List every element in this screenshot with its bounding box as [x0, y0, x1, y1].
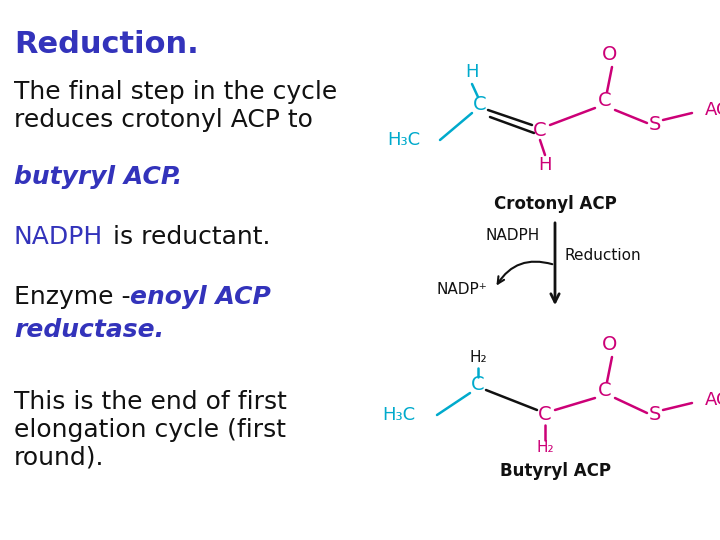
- Text: Crotonyl ACP: Crotonyl ACP: [494, 195, 616, 213]
- Text: H₂: H₂: [536, 441, 554, 456]
- Text: C: C: [598, 91, 612, 110]
- Text: C: C: [538, 406, 552, 424]
- Text: enoyl ACP: enoyl ACP: [130, 285, 271, 309]
- Text: H: H: [539, 156, 552, 174]
- Text: This is the end of first
elongation cycle (first
round).: This is the end of first elongation cycl…: [14, 390, 287, 470]
- FancyArrowPatch shape: [498, 261, 552, 284]
- Text: H₃C: H₃C: [387, 131, 420, 149]
- Text: ACP: ACP: [705, 391, 720, 409]
- Text: butyryl ACP.: butyryl ACP.: [14, 165, 182, 189]
- Text: Reduction.: Reduction.: [14, 30, 199, 59]
- Text: S: S: [649, 406, 661, 424]
- Text: C: C: [473, 96, 487, 114]
- Text: Butyryl ACP: Butyryl ACP: [500, 462, 611, 480]
- Text: C: C: [471, 375, 485, 395]
- Text: ACP: ACP: [705, 101, 720, 119]
- Text: The final step in the cycle
reduces crotonyl ACP to: The final step in the cycle reduces crot…: [14, 80, 337, 132]
- Text: reductase.: reductase.: [14, 318, 164, 342]
- Text: H: H: [465, 63, 479, 81]
- Text: H₂: H₂: [469, 350, 487, 366]
- Text: NADP⁺: NADP⁺: [436, 282, 487, 298]
- Text: O: O: [603, 335, 618, 354]
- Text: NADPH: NADPH: [486, 227, 540, 242]
- Text: C: C: [534, 120, 546, 139]
- Text: is reductant.: is reductant.: [105, 225, 271, 249]
- Text: C: C: [598, 381, 612, 400]
- Text: H₃C: H₃C: [382, 406, 415, 424]
- Text: Reduction: Reduction: [565, 247, 642, 262]
- Text: NADPH: NADPH: [14, 225, 103, 249]
- Text: O: O: [603, 45, 618, 64]
- Text: S: S: [649, 116, 661, 134]
- Text: Enzyme -: Enzyme -: [14, 285, 139, 309]
